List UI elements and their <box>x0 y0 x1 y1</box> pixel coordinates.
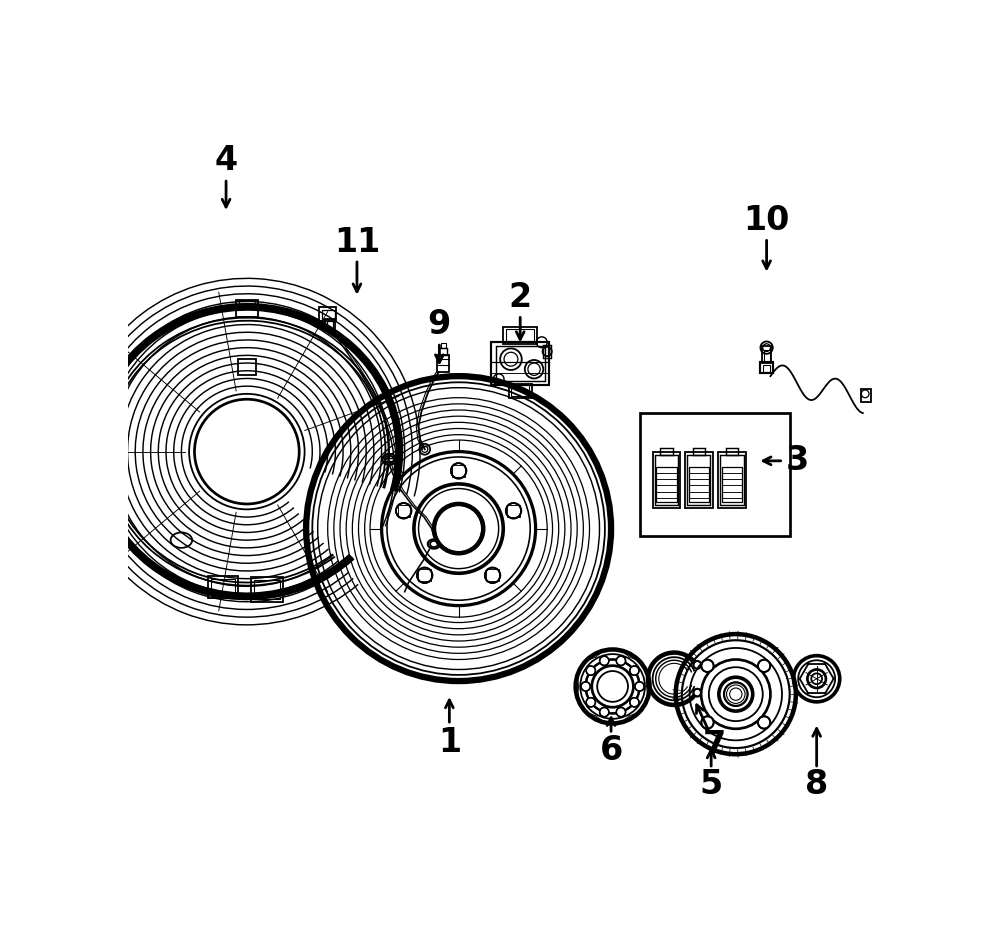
Bar <box>687 456 710 505</box>
Circle shape <box>630 666 639 675</box>
Text: 4: 4 <box>214 144 238 177</box>
Text: 3: 3 <box>786 445 809 478</box>
Circle shape <box>616 708 626 716</box>
Circle shape <box>616 656 626 666</box>
Text: 1: 1 <box>438 727 461 760</box>
Circle shape <box>586 660 640 713</box>
Text: 2: 2 <box>509 281 532 314</box>
Bar <box>208 576 238 598</box>
Bar <box>239 300 255 309</box>
Bar <box>238 359 256 375</box>
Bar <box>720 456 744 505</box>
Circle shape <box>581 682 590 691</box>
Bar <box>656 467 677 502</box>
Text: 8: 8 <box>805 768 828 801</box>
Bar <box>507 505 520 517</box>
Bar <box>236 300 258 317</box>
Bar <box>325 320 335 331</box>
Text: 11: 11 <box>334 226 380 258</box>
Bar <box>689 467 709 502</box>
Bar <box>99 442 111 463</box>
Bar <box>655 456 678 505</box>
Bar <box>722 467 742 502</box>
Bar <box>693 447 705 456</box>
Bar <box>491 342 549 384</box>
Text: 6: 6 <box>599 734 623 767</box>
Bar <box>726 447 738 456</box>
Bar <box>763 365 770 371</box>
Text: 9: 9 <box>428 308 451 341</box>
Circle shape <box>485 568 500 583</box>
Bar <box>764 350 770 362</box>
Bar <box>685 452 713 508</box>
Circle shape <box>701 716 714 728</box>
Bar <box>322 310 335 320</box>
Circle shape <box>451 463 466 478</box>
Circle shape <box>506 503 521 519</box>
Text: 5: 5 <box>700 768 723 801</box>
Circle shape <box>586 666 595 675</box>
Circle shape <box>635 682 644 691</box>
Bar <box>211 579 235 596</box>
Bar <box>327 321 333 329</box>
Bar <box>418 569 431 582</box>
Text: 10: 10 <box>743 204 790 237</box>
Bar <box>437 355 449 372</box>
Bar <box>718 452 746 508</box>
Bar <box>511 385 529 396</box>
Text: 7: 7 <box>703 729 726 762</box>
Circle shape <box>600 708 609 716</box>
Bar <box>506 329 534 340</box>
Circle shape <box>434 504 483 554</box>
Bar <box>653 452 680 508</box>
Circle shape <box>693 689 701 697</box>
Circle shape <box>586 697 595 707</box>
Bar <box>543 345 551 357</box>
Bar <box>503 327 537 344</box>
Circle shape <box>693 661 701 668</box>
Bar <box>496 346 545 381</box>
Circle shape <box>701 660 714 672</box>
Circle shape <box>417 568 432 583</box>
Bar <box>486 569 499 582</box>
Bar <box>398 505 410 517</box>
Bar <box>861 389 871 401</box>
Circle shape <box>758 660 770 672</box>
Bar <box>441 343 446 348</box>
Bar <box>452 464 465 477</box>
Circle shape <box>630 697 639 707</box>
Bar <box>97 438 114 465</box>
Bar <box>640 413 790 537</box>
Circle shape <box>396 503 411 519</box>
Bar <box>251 577 283 602</box>
Bar <box>660 447 673 456</box>
Bar <box>439 348 447 355</box>
Circle shape <box>758 716 770 728</box>
Bar <box>762 346 771 363</box>
Bar <box>254 580 280 600</box>
Circle shape <box>600 656 609 666</box>
Bar <box>760 362 773 373</box>
Bar <box>319 306 336 321</box>
Bar <box>509 384 532 398</box>
